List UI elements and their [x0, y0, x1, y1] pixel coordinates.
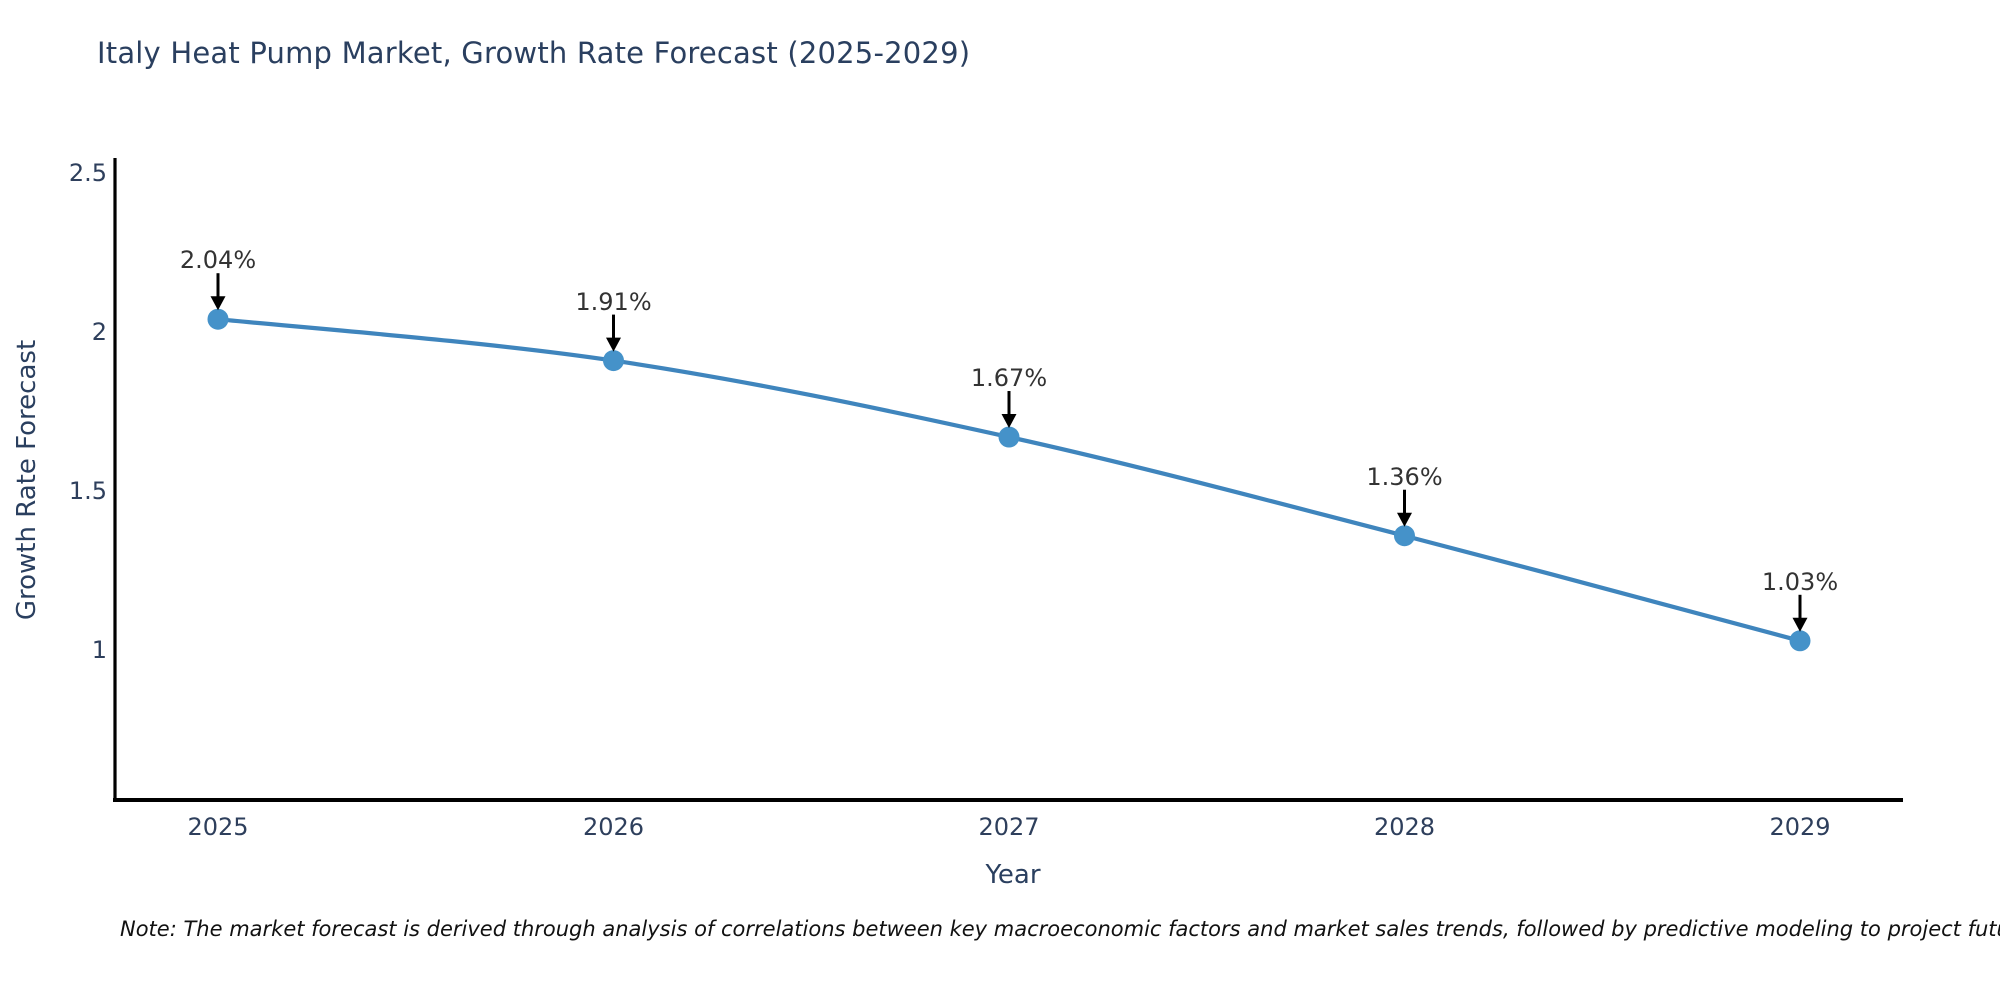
point-annotation-label: 1.36%: [1366, 462, 1443, 491]
annotation-arrow-head: [210, 296, 226, 311]
annotation-arrow-head: [1792, 617, 1808, 632]
x-axis-title: Year: [985, 860, 1041, 890]
annotation-arrow-head: [1001, 414, 1017, 429]
y-tick-label: 1.5: [68, 477, 107, 506]
point-annotation-label: 2.04%: [179, 246, 257, 275]
data-point-marker: [207, 308, 229, 330]
x-tick-label: 2025: [187, 813, 249, 841]
data-point-marker: [1789, 630, 1811, 652]
x-tick-label: 2029: [1769, 813, 1831, 841]
point-annotation-label: 1.03%: [1761, 567, 1839, 596]
note-text: Note: The market forecast is derived thr…: [120, 917, 2000, 941]
x-tick-label: 2026: [582, 813, 645, 841]
y-tick-label: 2.5: [68, 158, 107, 187]
point-annotation-label: 1.67%: [970, 364, 1048, 392]
x-tick-label: 2028: [1373, 813, 1436, 841]
point-annotation-label: 1.91%: [575, 287, 652, 316]
data-point-marker: [1394, 525, 1415, 547]
chart-title: Italy Heat Pump Market, Growth Rate Fore…: [97, 36, 971, 70]
data-point-marker: [998, 426, 1020, 448]
x-tick-label: 2027: [978, 813, 1040, 841]
y-tick-label: 1: [91, 636, 107, 665]
annotation-arrow-head: [606, 337, 621, 352]
annotation-arrow-head: [1397, 512, 1412, 527]
data-point-marker: [603, 350, 624, 372]
y-tick-label: 2: [91, 317, 107, 346]
